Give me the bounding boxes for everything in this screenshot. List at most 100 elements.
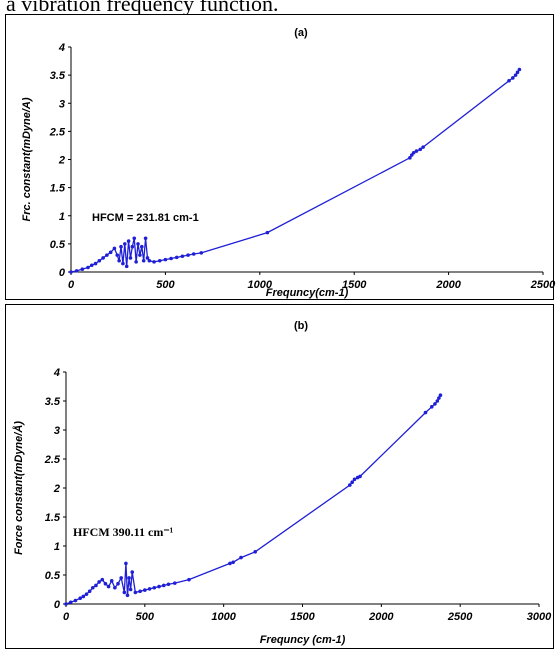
series-line	[65, 394, 442, 605]
data-point	[199, 251, 204, 255]
data-point	[141, 258, 146, 263]
data-point	[152, 260, 156, 264]
data-point	[138, 589, 142, 594]
data-point	[147, 587, 152, 591]
y-tick-label: 3	[54, 425, 60, 437]
data-point	[134, 260, 138, 264]
data-point	[116, 581, 120, 586]
x-tick-label: 2500	[447, 611, 473, 623]
x-tick-label: 1500	[342, 279, 367, 291]
data-point	[89, 263, 94, 268]
data-point	[100, 577, 105, 582]
data-point	[119, 244, 123, 249]
y-tick-label: 2	[58, 155, 65, 167]
data-point	[408, 156, 412, 160]
data-point	[124, 561, 128, 566]
data-point	[437, 396, 441, 400]
data-point	[109, 579, 114, 583]
y-tick-label: 3.5	[50, 70, 66, 82]
x-tick-label: 1500	[290, 611, 315, 623]
data-point	[358, 474, 362, 479]
x-tick-label: 2000	[368, 611, 394, 623]
data-point	[125, 593, 130, 598]
data-point	[80, 267, 85, 271]
x-axis-label: Frequncy(cm-1)	[266, 287, 349, 299]
x-tick-label: 3000	[527, 611, 552, 623]
y-tick-label: 1	[54, 541, 60, 553]
x-tick-label: 1000	[211, 611, 236, 623]
data-point	[253, 550, 257, 554]
x-tick-label: 0	[68, 279, 75, 291]
data-point	[180, 254, 185, 259]
data-point	[78, 596, 82, 600]
data-point	[517, 67, 522, 72]
data-point	[265, 230, 270, 235]
data-point	[117, 258, 121, 263]
data-point	[157, 258, 162, 263]
x-tick-label: 2500	[530, 279, 556, 291]
data-point	[74, 269, 79, 273]
y-tick-label: 4	[58, 42, 65, 54]
data-point	[421, 145, 425, 149]
data-point	[97, 580, 101, 584]
chart-panel-b: 0 0.5 1 1.5 2 2.5 3 3.5 4 0 500 1000 1500 2000 2500 300…	[5, 304, 554, 649]
y-tick-label: 2.5	[49, 126, 66, 138]
data-point	[186, 253, 190, 257]
data-point	[128, 587, 133, 592]
x-tick-label: 1000	[248, 279, 273, 291]
data-point	[166, 582, 171, 587]
data-point	[423, 410, 428, 415]
chart-title: (b)	[294, 320, 308, 332]
data-point	[121, 261, 125, 266]
data-point	[435, 399, 440, 403]
y-axis-label: Force constant(mDyne/Å)	[12, 421, 25, 555]
data-point	[143, 236, 148, 241]
data-point	[228, 561, 232, 566]
data-point	[124, 264, 129, 269]
data-point	[138, 253, 142, 257]
data-point	[172, 581, 177, 585]
y-axis-label: Frc. constant(mDyne/A)	[21, 97, 33, 221]
data-point	[127, 576, 131, 580]
data-point	[411, 150, 416, 155]
data-point	[507, 78, 511, 83]
y-tick-label: 1	[59, 211, 65, 223]
data-point	[132, 236, 137, 241]
data-point	[97, 258, 102, 263]
data-point	[73, 598, 78, 603]
data-point	[143, 588, 147, 592]
data-point	[101, 256, 105, 260]
data-point	[350, 480, 354, 484]
data-point	[93, 261, 98, 266]
data-point	[94, 583, 98, 588]
y-tick-label: 2.5	[44, 454, 61, 466]
data-point	[108, 250, 113, 255]
data-point	[163, 257, 168, 262]
data-point	[152, 585, 157, 590]
data-point	[174, 255, 179, 260]
data-point	[122, 590, 127, 595]
y-tick-label: 1.5	[45, 512, 61, 524]
data-point	[147, 258, 152, 263]
data-point	[115, 253, 120, 257]
data-point	[515, 70, 520, 75]
data-point	[145, 256, 150, 260]
data-point	[112, 246, 117, 251]
y-tick-label: 0	[59, 267, 66, 279]
data-point	[130, 244, 135, 249]
data-point	[513, 73, 518, 77]
x-tick-label: 500	[136, 611, 155, 623]
data-point	[187, 577, 191, 582]
data-point	[123, 242, 127, 246]
chart-panel-a: 0 0.5 1 1.5 2 2.5 3 3.5 4 0 500 1000 1500 2000 2500 (a)…	[5, 14, 556, 300]
y-tick-label: 4	[53, 367, 60, 379]
data-point	[105, 253, 109, 257]
data-point	[126, 239, 131, 243]
data-point	[91, 585, 95, 590]
data-point	[136, 242, 140, 246]
y-tick-label: 0.5	[50, 239, 66, 251]
x-axis-label: Frequncy (cm-1)	[260, 634, 346, 646]
chart-b: 0 0.5 1 1.5 2 2.5 3 3.5 4 0 500 1000 1500 2000 2500 300…	[12, 320, 552, 646]
x-tick-label: 0	[63, 611, 70, 623]
data-point	[68, 600, 73, 605]
